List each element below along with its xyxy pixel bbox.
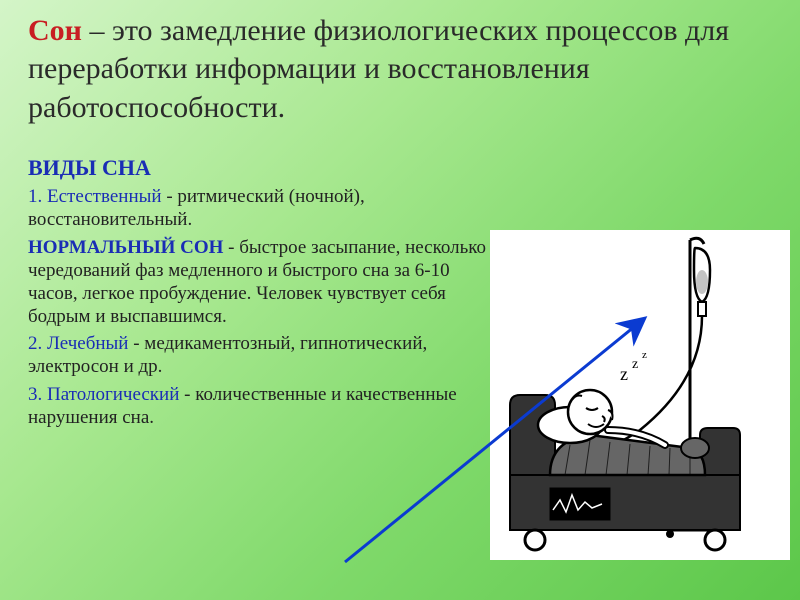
item-pathological: 3. Патологический - количественные и кач…: [28, 383, 498, 429]
definition-paragraph: Сон – это замедление физиологических про…: [28, 12, 780, 127]
svg-text:z: z: [642, 349, 647, 361]
item-pathological-lead: 3. Патологический: [28, 384, 179, 405]
section-title: ВИДЫ СНА: [28, 155, 498, 181]
text-column: ВИДЫ СНА 1. Естественный - ритмический (…: [28, 155, 498, 433]
slide: Сон – это замедление физиологических про…: [0, 0, 800, 600]
definition-rest: – это замедление физиологических процесс…: [28, 14, 729, 124]
definition-term: Сон: [28, 14, 82, 47]
item-therapeutic-lead: 2. Лечебный: [28, 333, 128, 354]
item-normal-sleep: НОРМАЛЬНЫЙ СОН - быстрое засыпание, неск…: [28, 236, 498, 329]
svg-text:z: z: [632, 357, 638, 372]
item-natural-lead: 1. Естественный: [28, 186, 162, 207]
illustration-patient-bed-icon: z z z: [490, 230, 790, 560]
svg-text:z: z: [620, 364, 628, 384]
item-natural: 1. Естественный - ритмический (ночной), …: [28, 185, 498, 231]
item-therapeutic: 2. Лечебный - медикаментозный, гипнотиче…: [28, 332, 498, 378]
item-normal-lead: НОРМАЛЬНЫЙ СОН: [28, 237, 223, 258]
